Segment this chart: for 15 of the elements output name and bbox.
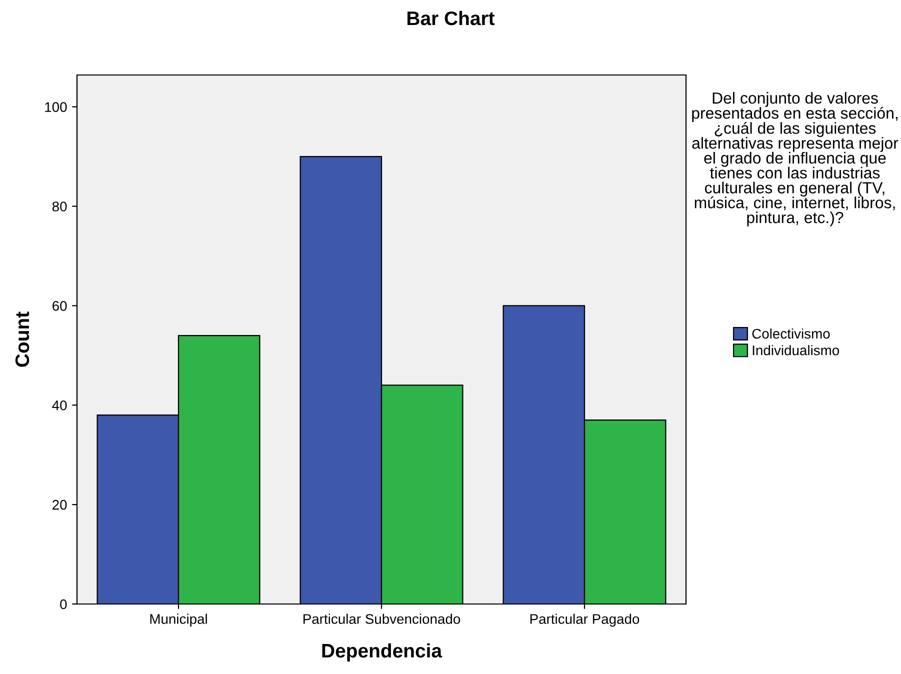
y-tick-label: 60 <box>52 301 67 311</box>
chart-title: Bar Chart <box>408 10 495 26</box>
legend-label: Individualismo <box>752 345 840 356</box>
y-axis-title: Count <box>15 312 30 367</box>
x-tick-label: Municipal <box>150 614 207 627</box>
y-tick-label: 20 <box>52 500 67 510</box>
y-tick-label: 40 <box>52 400 67 410</box>
x-tick-label: Particular Pagado <box>530 614 640 627</box>
y-tick-label: 0 <box>60 599 67 610</box>
legend-label: Colectivismo <box>752 328 830 339</box>
x-axis-title: Dependencia <box>322 643 442 662</box>
y-tick-label: 100 <box>45 102 67 112</box>
x-tick-label: Particular Subvencionado <box>304 614 460 624</box>
y-tick-label: 80 <box>52 202 67 212</box>
text: Del conjunto de valores presentados en esta sección, ¿cuál de las siguientes alternativas representa mejor el grado de influencia que tienes con las industrias culturales en general (TV, música, cine, internet, libros, pintura, etc.)? <box>692 92 898 226</box>
